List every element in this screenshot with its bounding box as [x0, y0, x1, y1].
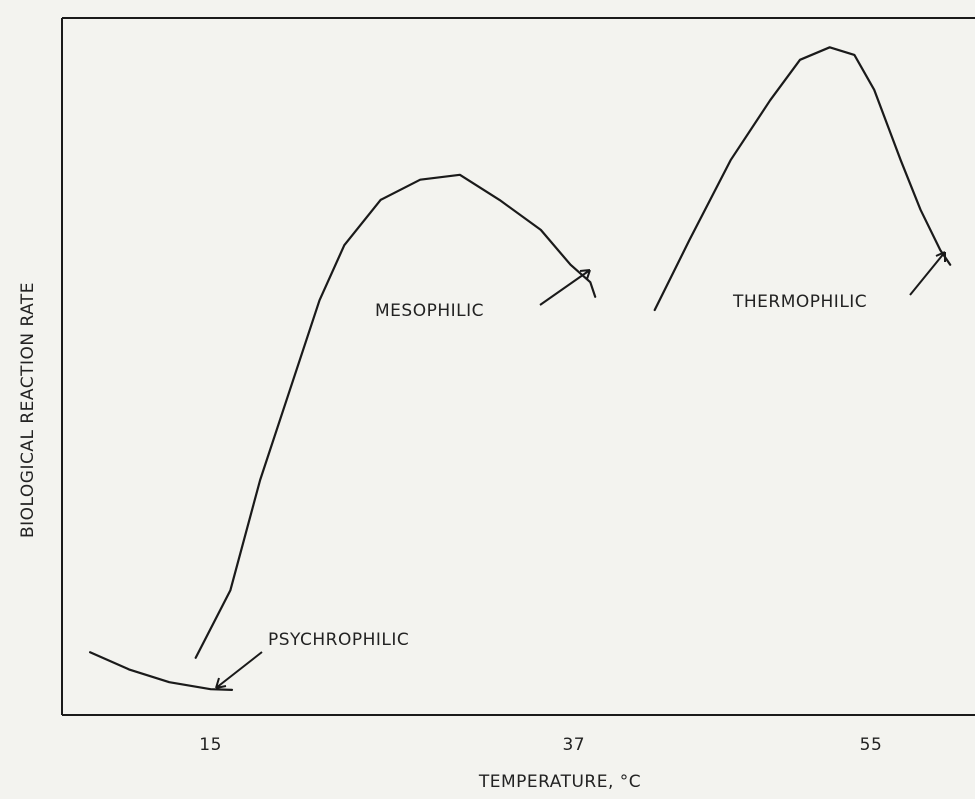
- data-line: [655, 47, 951, 310]
- annotation-arrow: [216, 652, 262, 688]
- plot-frame: [62, 18, 975, 715]
- y-axis-label: BIOLOGICAL REACTION RATE: [18, 282, 38, 538]
- chart: PSYCHROPHILIC MESOPHILIC THERMOPHILIC TE…: [0, 0, 975, 799]
- annotation: MESOPHILIC: [375, 301, 484, 321]
- annotation: THERMOPHILIC: [732, 292, 867, 312]
- data-line: [196, 175, 596, 658]
- x-tick-label: 37: [562, 735, 585, 755]
- annotation-arrow: [910, 252, 945, 295]
- x-axis-label: TEMPERATURE, °C: [478, 772, 641, 792]
- x-tick-label: 15: [199, 735, 222, 755]
- data-line: [90, 652, 232, 690]
- annotation: PSYCHROPHILIC: [268, 630, 409, 650]
- x-tick-label: 55: [860, 735, 883, 755]
